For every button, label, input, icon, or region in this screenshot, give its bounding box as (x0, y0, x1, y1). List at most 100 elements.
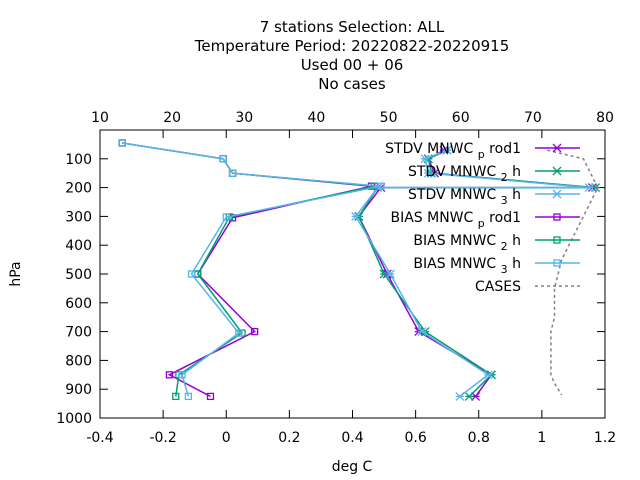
data-point (206, 392, 215, 401)
title-line-3: Used 00 + 06 (301, 56, 404, 74)
y-tick-label: 1000 (56, 411, 92, 427)
y-axis-label: hPa (8, 261, 24, 286)
x2-tick-label: 80 (596, 110, 614, 126)
data-point (219, 155, 227, 163)
x2-tick-label: 20 (163, 110, 181, 126)
series-line (354, 149, 590, 397)
x2-tick-label: 40 (308, 110, 326, 126)
series-bias-mnwc-2-h (118, 139, 379, 401)
data-point (351, 211, 361, 221)
y-tick-label: 600 (65, 296, 92, 312)
legend-label-tail: h (508, 187, 521, 203)
series-bias-mnwc-3-h (118, 139, 385, 401)
data-point (235, 329, 243, 337)
series-cases (547, 149, 599, 396)
legend-label-main: STDV MNWC (385, 141, 478, 157)
legend-label-main: BIAS MNWC (413, 256, 500, 272)
data-point (464, 391, 474, 401)
legend-label-tail: h (508, 164, 521, 180)
data-point (228, 169, 237, 177)
legend-label-sub: 2 (501, 171, 508, 184)
data-point (118, 139, 126, 147)
data-point (455, 391, 465, 401)
legend-marker (552, 166, 562, 176)
y-tick-label: 200 (65, 181, 92, 197)
legend-label: CASES (475, 279, 521, 295)
legend-label-main: BIAS MNWC (390, 210, 477, 226)
x2-tick-label: 70 (524, 110, 542, 126)
data-point (423, 168, 433, 178)
x2-axis: 10 20 30 40 50 60 70 80 (91, 110, 614, 126)
data-point (377, 182, 385, 190)
legend-marker (552, 189, 562, 199)
y-tick-label: 900 (65, 382, 92, 398)
data-point (251, 327, 259, 336)
x-tick-label: -0.4 (86, 430, 113, 446)
legend-label: BIAS MNWC 2 h (413, 233, 521, 253)
legend-label: BIAS MNWC p rod1 (390, 210, 521, 230)
title-line-4: No cases (318, 75, 386, 93)
legend-label-sub: 3 (501, 263, 508, 276)
legend-marker (553, 236, 561, 244)
data-point (420, 154, 430, 164)
legend-label-sub: p (478, 217, 485, 230)
legend-label-tail: rod1 (485, 141, 521, 157)
x-axis: -0.4 -0.2 0 0.2 0.4 0.6 0.8 1 1.2 (86, 130, 616, 446)
legend-label-tail: h (508, 233, 521, 249)
data-point (442, 145, 452, 155)
legend-label-main: STDV MNWC (408, 187, 501, 203)
y-tick-label: 700 (65, 325, 92, 341)
y-tick-label: 300 (65, 209, 92, 225)
x-tick-label: 0.4 (341, 430, 363, 446)
legend-label-main: BIAS MNWC (413, 233, 500, 249)
x-tick-label: -0.2 (149, 430, 176, 446)
x-tick-label: 0.8 (468, 430, 490, 446)
x2-tick-label: 60 (452, 110, 470, 126)
x-tick-label: 0.6 (404, 430, 426, 446)
legend-marker (553, 259, 561, 267)
series-stdv-mnwc-3-h (351, 145, 594, 401)
y-tick-label: 100 (65, 152, 92, 168)
x-tick-label: 1.2 (594, 430, 616, 446)
y-axis: 100 200 300 400 500 600 700 800 900 1000 (56, 152, 605, 427)
y-tick-label: 500 (65, 267, 92, 283)
data-point (172, 392, 180, 401)
legend-label: STDV MNWC p rod1 (385, 141, 521, 161)
x2-tick-label: 50 (380, 110, 398, 126)
series-line (121, 142, 375, 397)
series-line (121, 142, 382, 397)
data-point (187, 270, 196, 278)
series-layer (118, 139, 600, 401)
data-point (483, 370, 493, 380)
x-tick-label: 1 (537, 430, 546, 446)
x-tick-label: 0.2 (278, 430, 300, 446)
legend-marker (553, 213, 561, 221)
legend-label-sub: 2 (501, 240, 508, 253)
legend-label: BIAS MNWC 3 h (413, 256, 521, 276)
data-point (417, 327, 427, 337)
x2-tick-label: 10 (91, 110, 109, 126)
x-tick-label: 0 (222, 430, 231, 446)
data-point (165, 371, 174, 379)
legend-label-sub: 3 (501, 194, 508, 207)
y-tick-label: 800 (65, 353, 92, 369)
series-line (357, 149, 596, 397)
title-line-1: 7 stations Selection: ALL (260, 18, 445, 36)
legend-label-main: STDV MNWC (408, 164, 501, 180)
legend-marker (552, 143, 562, 153)
chart-title: 7 stations Selection: ALL Temperature Pe… (194, 18, 510, 93)
series-bias-mnwc-p-rod1 (118, 139, 376, 401)
x-axis-label: deg C (332, 459, 373, 475)
title-line-2: Temperature Period: 20220822-20220915 (194, 37, 510, 55)
legend-label-tail: rod1 (485, 210, 521, 226)
data-point (178, 371, 186, 379)
series-line (547, 149, 599, 396)
data-point (584, 183, 594, 193)
data-point (184, 392, 193, 401)
y-tick-label: 400 (65, 238, 92, 254)
legend-label-tail: h (508, 256, 521, 272)
data-point (385, 269, 395, 279)
x2-tick-label: 30 (235, 110, 253, 126)
